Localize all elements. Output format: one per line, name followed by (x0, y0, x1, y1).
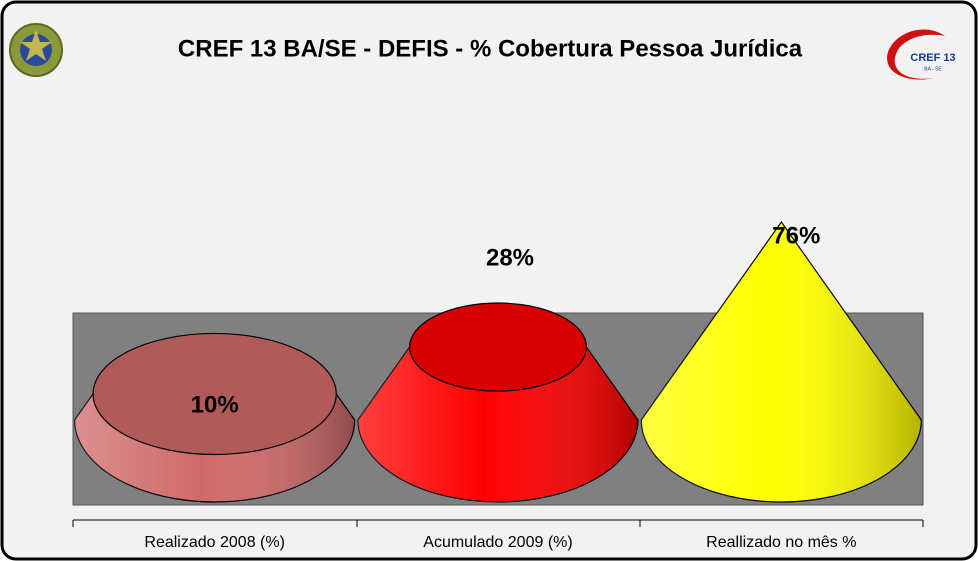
seal-logo (9, 23, 63, 77)
cone-top (408, 302, 588, 392)
cref-logo: CREF 13 BA - SE (887, 29, 956, 80)
value-label: 76% (772, 222, 820, 249)
value-label: 28% (486, 244, 534, 271)
value-label: 10% (191, 391, 239, 418)
cone-top-shade (409, 303, 587, 392)
x-tick-label: Realizado 2008 (%) (144, 534, 285, 551)
chart-title: CREF 13 BA/SE - DEFIS - % Cobertura Pess… (178, 35, 803, 62)
logo-subtext: BA - SE (924, 66, 942, 72)
cone-shade (641, 222, 922, 502)
cone-shade (358, 347, 638, 502)
x-tick-label: Reallizado no mês % (706, 534, 856, 551)
category-ticks (72, 520, 924, 527)
cone-top-shade (93, 333, 337, 455)
x-tick-label: Acumulado 2009 (%) (423, 534, 572, 551)
logo-text: CREF 13 (910, 52, 955, 64)
cone-top (92, 332, 337, 456)
